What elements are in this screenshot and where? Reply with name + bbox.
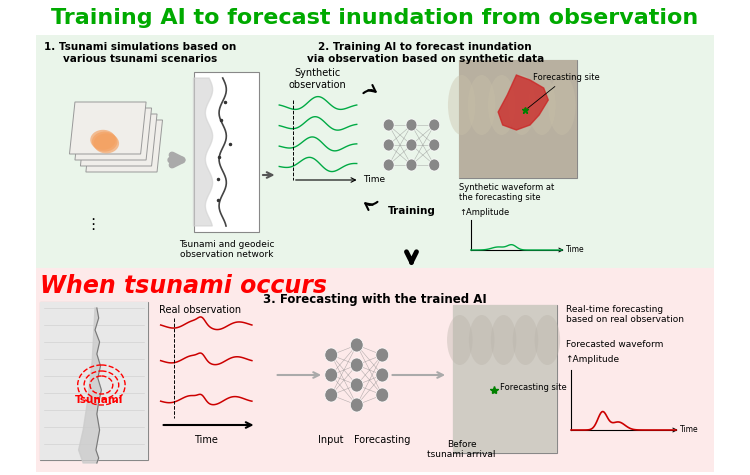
Circle shape [429,119,439,131]
Text: Synthetic waveform at
the forecasting site: Synthetic waveform at the forecasting si… [459,183,554,202]
Circle shape [350,338,363,352]
Bar [33,0,717,35]
Circle shape [350,378,363,392]
Text: ⋮: ⋮ [86,218,100,232]
Polygon shape [75,108,152,160]
Circle shape [376,388,388,402]
Ellipse shape [513,315,538,365]
Ellipse shape [490,315,516,365]
Circle shape [376,348,388,362]
Circle shape [406,159,417,171]
Text: Time: Time [680,426,698,435]
Ellipse shape [92,132,118,152]
Ellipse shape [548,75,576,135]
Text: Time: Time [363,175,386,184]
Bar [194,72,260,232]
Ellipse shape [468,75,496,135]
Polygon shape [79,308,101,463]
Ellipse shape [94,133,119,153]
Text: Training AI to forecast inundation from observation: Training AI to forecast inundation from … [51,8,699,28]
Text: Forecasted waveform: Forecasted waveform [566,340,663,349]
Circle shape [325,348,338,362]
Polygon shape [194,78,213,226]
Text: 2. Training AI to forecast inundation
via observation based on synthetic data: 2. Training AI to forecast inundation vi… [307,42,544,64]
Text: Before
tsunami arrival: Before tsunami arrival [427,440,496,459]
Bar [459,60,578,178]
Circle shape [383,139,394,151]
Text: Time: Time [194,435,218,445]
Circle shape [429,159,439,171]
Circle shape [325,368,338,382]
Text: Real observation: Real observation [159,305,241,315]
Text: 1. Tsunami simulations based on
various tsunami scenarios: 1. Tsunami simulations based on various … [44,42,237,64]
Circle shape [383,159,394,171]
Text: When tsunami occurs: When tsunami occurs [40,274,327,298]
Bar [36,268,714,472]
Text: Real-time forecasting
based on real observation: Real-time forecasting based on real obse… [566,305,683,324]
Ellipse shape [535,315,560,365]
Text: Time: Time [566,246,584,255]
Circle shape [383,119,394,131]
Ellipse shape [528,75,556,135]
Polygon shape [498,75,548,130]
Bar [40,302,148,460]
Text: Forecasting site: Forecasting site [500,383,567,392]
Circle shape [429,139,439,151]
Circle shape [376,368,388,382]
Text: Tsunami and geodeic
observation network: Tsunami and geodeic observation network [178,240,274,259]
Ellipse shape [509,75,536,135]
Text: ↑Amplitude: ↑Amplitude [566,355,620,364]
Ellipse shape [448,75,476,135]
Text: 3. Forecasting with the trained AI: 3. Forecasting with the trained AI [263,293,487,306]
Bar [452,305,557,453]
Circle shape [325,388,338,402]
Text: Input: Input [319,435,344,445]
Polygon shape [86,120,163,172]
Text: Forecasting: Forecasting [354,435,410,445]
Circle shape [406,119,417,131]
Text: Forecasting site: Forecasting site [528,73,599,108]
Ellipse shape [447,315,472,365]
Text: Synthetic
observation: Synthetic observation [289,68,346,90]
Polygon shape [80,114,157,166]
Ellipse shape [90,130,116,150]
Bar [40,302,148,460]
Bar [36,35,714,268]
Ellipse shape [469,315,494,365]
Polygon shape [70,102,146,154]
Ellipse shape [488,75,515,135]
Text: Tsunami: Tsunami [74,395,123,405]
Circle shape [350,398,363,412]
Circle shape [350,358,363,372]
Bar [452,305,557,453]
Circle shape [406,139,417,151]
Text: Training: Training [388,206,436,216]
Bar [459,60,578,178]
Text: ↑Amplitude: ↑Amplitude [459,208,509,217]
